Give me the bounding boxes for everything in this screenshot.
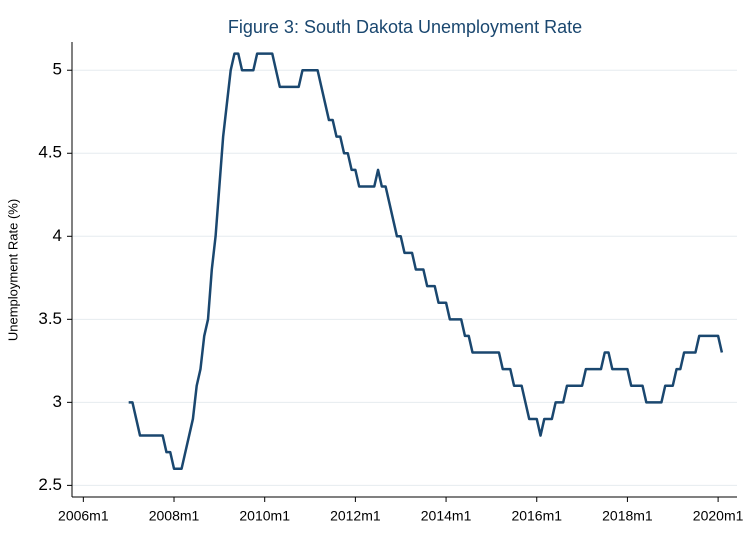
x-tick-label: 2008m1 [149, 508, 200, 524]
chart-title: Figure 3: South Dakota Unemployment Rate [228, 17, 582, 37]
y-tick-label: 5 [53, 60, 62, 79]
x-tick-label: 2016m1 [511, 508, 562, 524]
data-line [128, 52, 724, 471]
x-tick-label: 2006m1 [58, 508, 109, 524]
x-tick-label: 2010m1 [239, 508, 290, 524]
y-tick-label: 3 [53, 392, 62, 411]
y-tick-label: 3.5 [38, 309, 62, 328]
y-tick-label: 4.5 [38, 143, 62, 162]
x-tick-label: 2014m1 [421, 508, 472, 524]
x-tick-label: 2020m1 [693, 508, 744, 524]
x-tick-label: 2018m1 [602, 508, 653, 524]
y-tick-label: 2.5 [38, 475, 62, 494]
y-axis-label: Unemployment Rate (%) [5, 199, 20, 341]
x-tick-label: 2012m1 [330, 508, 381, 524]
y-tick-label: 4 [53, 226, 62, 245]
